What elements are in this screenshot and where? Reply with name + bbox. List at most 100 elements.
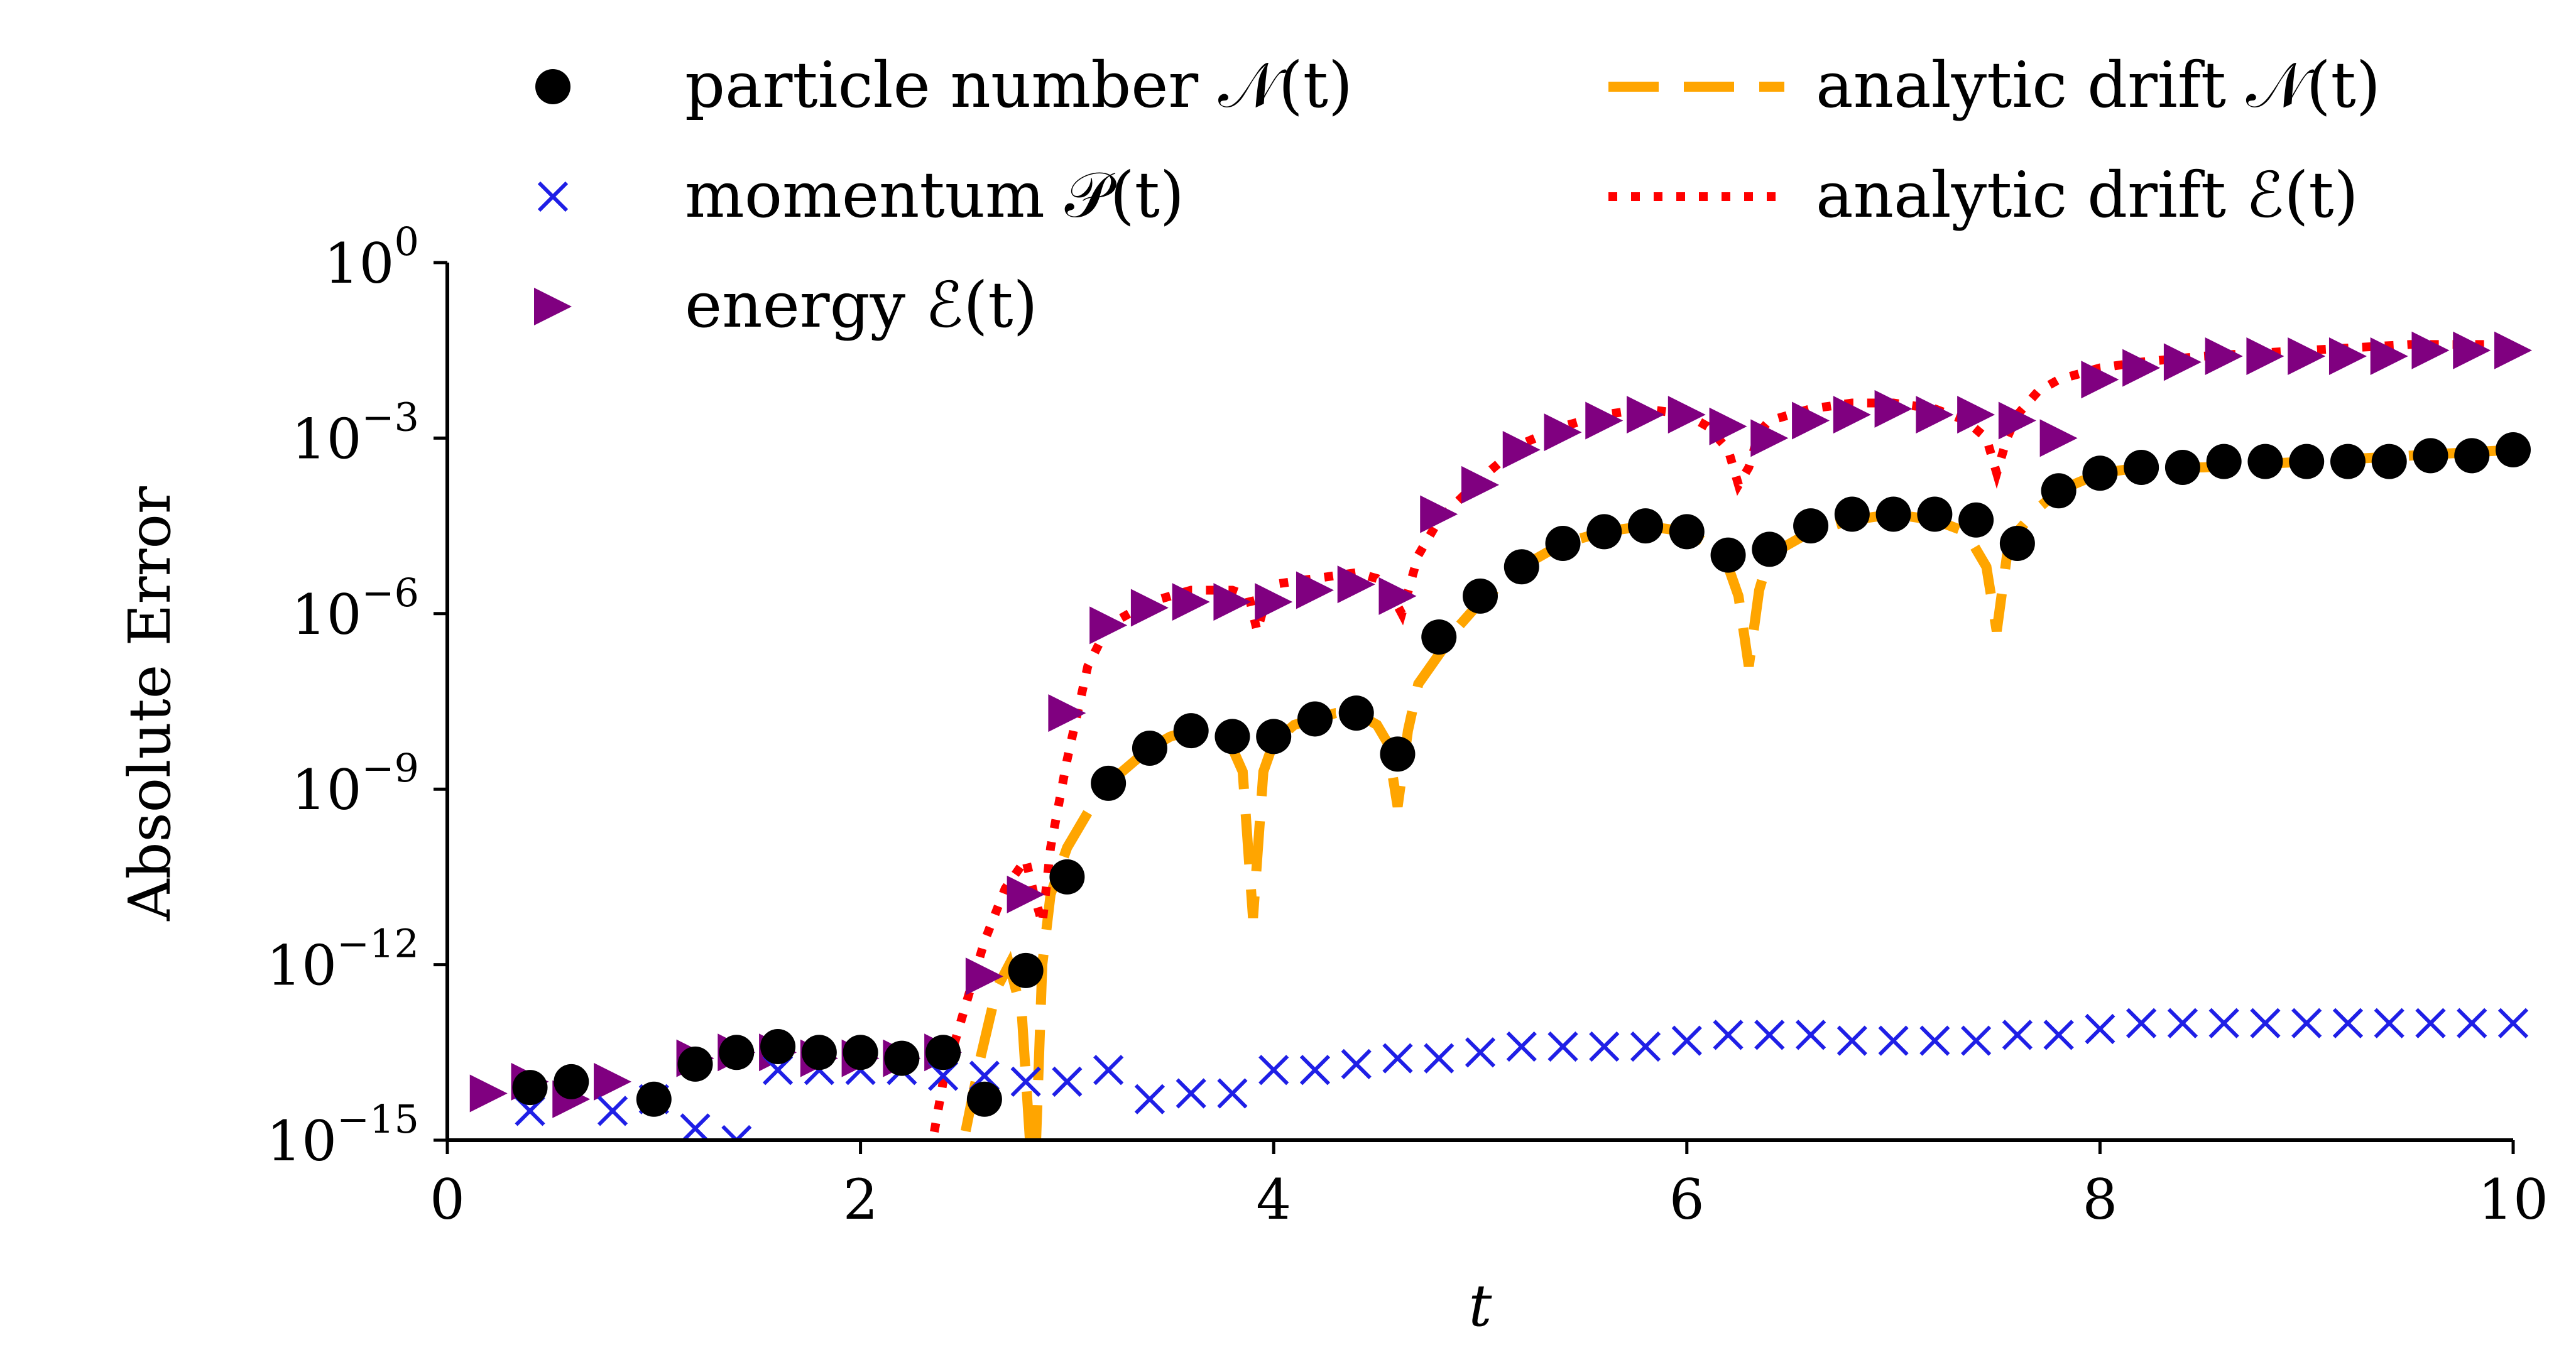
data-point xyxy=(1424,1043,1454,1074)
data-point xyxy=(843,1035,878,1070)
legend-entry: energy ℰ(t) xyxy=(534,268,1038,342)
data-point xyxy=(1834,496,1870,532)
legend-label: momentum 𝒫(t) xyxy=(685,158,1184,232)
data-point xyxy=(1630,1031,1661,1062)
data-point xyxy=(965,957,1003,996)
data-point xyxy=(2163,343,2202,381)
data-point xyxy=(2289,444,2325,479)
data-point xyxy=(2330,444,2366,479)
data-point xyxy=(1547,1031,1578,1062)
data-point xyxy=(597,1096,628,1126)
data-point xyxy=(1465,1037,1496,1068)
data-point xyxy=(2002,1020,2033,1050)
data-point xyxy=(594,1062,632,1101)
data-point xyxy=(2370,337,2408,376)
data-point xyxy=(2206,444,2242,479)
data-point xyxy=(1296,571,1334,609)
data-point xyxy=(1010,1066,1041,1097)
legend-label: analytic drift 𝒩(t) xyxy=(1816,48,2381,122)
data-point xyxy=(2374,1008,2404,1038)
x-tick-label: 10 xyxy=(2478,1167,2548,1232)
legend-entry: particle number 𝒩(t) xyxy=(535,48,1353,122)
data-point xyxy=(2497,1008,2529,1038)
data-point xyxy=(2043,1020,2074,1050)
data-point xyxy=(1752,531,1787,567)
data-point xyxy=(1337,565,1375,604)
data-point xyxy=(2039,419,2078,457)
data-point xyxy=(1299,1055,1331,1086)
data-point xyxy=(1627,396,1665,434)
data-point xyxy=(925,1035,961,1070)
data-point xyxy=(1710,537,1746,573)
data-point xyxy=(469,1074,508,1113)
legend: particle number 𝒩(t) momentum 𝒫(t) energy … xyxy=(534,48,2381,342)
data-point xyxy=(2411,331,2450,369)
data-point xyxy=(1258,1055,1289,1086)
data-point xyxy=(1338,695,1374,731)
data-point xyxy=(1256,719,1292,754)
y-tick-label: 10−6 xyxy=(292,570,419,647)
data-point xyxy=(1089,606,1128,645)
data-point xyxy=(1998,401,2036,440)
legend-label: particle number 𝒩(t) xyxy=(685,48,1353,122)
data-point xyxy=(1792,401,1830,440)
data-point xyxy=(2288,337,2326,376)
data-point xyxy=(2371,444,2407,479)
data-point xyxy=(2332,1008,2364,1038)
y-tick-label: 10−3 xyxy=(292,394,419,471)
data-point xyxy=(1874,389,1913,428)
data-point xyxy=(1545,526,1581,562)
data-point xyxy=(2167,1008,2198,1038)
data-point xyxy=(1380,736,1416,772)
data-point xyxy=(1544,413,1582,452)
legend-entry: analytic drift ℰ(t) xyxy=(1608,158,2359,232)
data-point xyxy=(1585,401,1624,440)
data-point xyxy=(1709,407,1747,445)
data-point xyxy=(1378,577,1417,615)
series-line-3 xyxy=(958,445,2514,1140)
data-point xyxy=(2494,331,2532,369)
y-tick-label: 100 xyxy=(324,219,419,296)
data-point xyxy=(2205,337,2243,376)
legend-entry: momentum 𝒫(t) xyxy=(537,158,1184,232)
data-point xyxy=(1048,694,1086,732)
y-tick-label: 10−9 xyxy=(292,745,419,822)
data-point xyxy=(2164,449,2200,485)
data-point xyxy=(1214,719,1250,754)
legend-marker xyxy=(537,181,569,212)
data-point xyxy=(2496,432,2531,468)
data-point xyxy=(1049,859,1085,895)
data-point xyxy=(1833,396,1871,434)
data-point xyxy=(1917,496,1953,532)
x-axis-label: t xyxy=(1469,1272,1493,1339)
axes xyxy=(445,263,2513,1142)
data-point xyxy=(1667,396,1706,434)
data-point xyxy=(1957,396,1995,434)
data-point xyxy=(760,1028,796,1064)
data-point xyxy=(1628,508,1664,544)
data-point xyxy=(721,1124,752,1140)
data-point xyxy=(1420,495,1458,533)
data-point xyxy=(2041,473,2077,509)
data-point xyxy=(2082,455,2118,491)
data-point xyxy=(1130,589,1169,627)
data-point xyxy=(2085,1013,2115,1045)
legend-label: energy ℰ(t) xyxy=(685,268,1038,342)
data-point xyxy=(1421,619,1457,655)
data-point xyxy=(2413,438,2448,474)
data-point xyxy=(1750,419,1789,457)
y-axis-label: Absolute Error xyxy=(116,486,183,922)
legend-label: analytic drift ℰ(t) xyxy=(1816,158,2359,232)
data-point xyxy=(1713,1020,1744,1050)
data-point xyxy=(1836,1025,1867,1056)
data-point xyxy=(1878,1025,1909,1056)
series-line-4 xyxy=(928,340,2513,1140)
data-point xyxy=(2454,438,2490,474)
x-tick-label: 4 xyxy=(1256,1167,1291,1232)
data-point xyxy=(2328,337,2367,376)
data-point xyxy=(1875,496,1911,532)
data-point xyxy=(1999,526,2035,562)
data-point xyxy=(680,1113,711,1140)
data-point xyxy=(1919,1025,1950,1056)
